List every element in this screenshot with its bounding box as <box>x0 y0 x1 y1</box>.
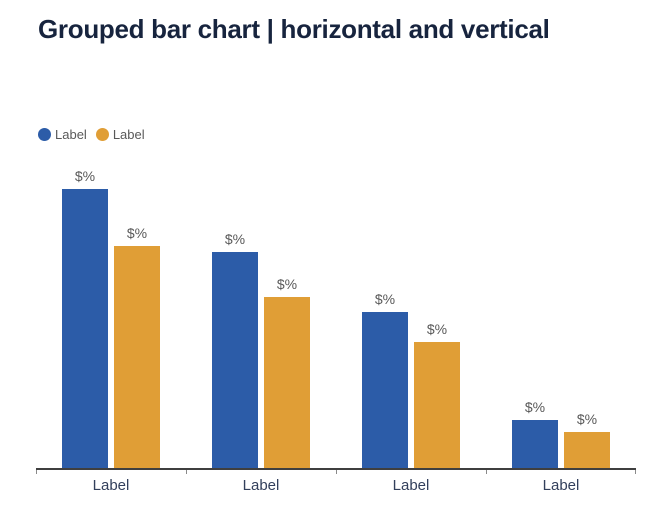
bar-value-label: $% <box>126 225 148 241</box>
bar-series2-group3 <box>414 342 460 468</box>
axis-tick <box>336 470 337 474</box>
axis-tick <box>486 470 487 474</box>
bar-series1-group2 <box>212 252 258 468</box>
bar-series1-group4 <box>512 420 558 468</box>
axis-tick <box>186 470 187 474</box>
bar-series2-group2 <box>264 297 310 468</box>
bar-value-label: $% <box>74 168 96 184</box>
legend-item-1: Label <box>38 127 87 142</box>
bar-value-label: $% <box>426 321 448 337</box>
axis-tick <box>635 470 636 474</box>
legend: Label Label <box>38 127 145 142</box>
legend-item-label: Label <box>112 127 145 142</box>
x-axis-label: Label <box>392 477 430 494</box>
legend-dot-icon <box>95 128 109 141</box>
x-axis-label: Label <box>542 477 580 494</box>
bar-value-label: $% <box>276 276 298 292</box>
bar-series2-group1 <box>114 246 160 468</box>
bar-series1-group1 <box>62 189 108 468</box>
x-axis-label: Label <box>92 477 130 494</box>
bar-series2-group4 <box>564 432 610 468</box>
bar-value-label: $% <box>576 411 598 427</box>
legend-item-label: Label <box>55 127 87 142</box>
legend-item-2: Label <box>95 127 145 142</box>
bar-series1-group3 <box>362 312 408 468</box>
bar-value-label: $% <box>224 231 246 247</box>
x-axis-labels: Label Label Label Label <box>36 477 636 499</box>
axis-tick <box>36 470 37 474</box>
plot-area: $% $% $% $% $% $% $% $% <box>36 168 636 474</box>
bar-value-label: $% <box>524 399 546 415</box>
chart-title: Grouped bar chart | horizontal and verti… <box>38 14 550 44</box>
legend-dot-icon <box>38 128 51 141</box>
x-axis-label: Label <box>242 477 280 494</box>
bar-value-label: $% <box>374 291 396 307</box>
